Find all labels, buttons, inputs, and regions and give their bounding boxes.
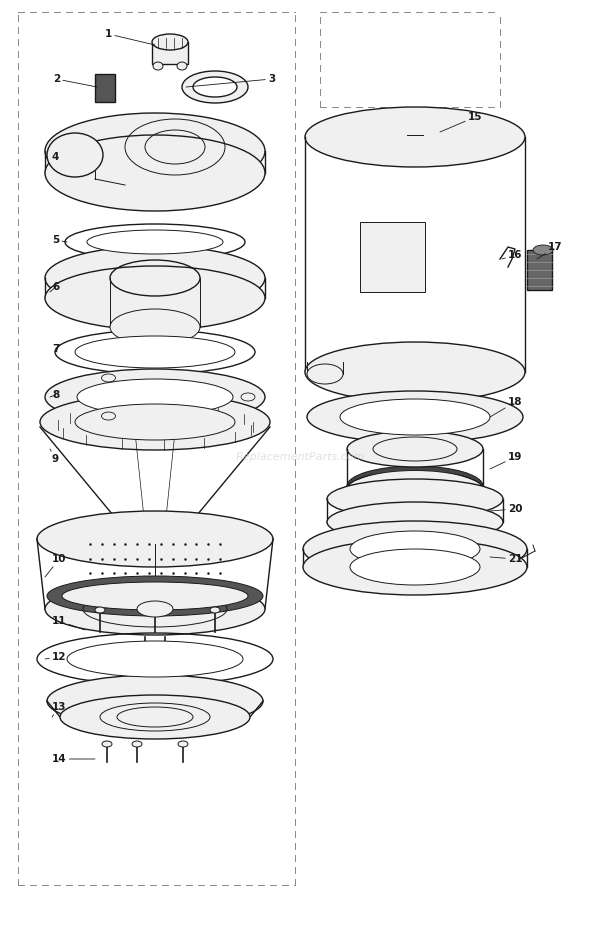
Ellipse shape bbox=[40, 394, 270, 450]
Ellipse shape bbox=[62, 582, 248, 610]
Bar bbox=[527, 250, 552, 290]
Ellipse shape bbox=[178, 741, 188, 747]
Ellipse shape bbox=[87, 230, 223, 254]
Text: 15: 15 bbox=[440, 112, 483, 132]
Text: 17: 17 bbox=[537, 242, 563, 259]
Text: 9: 9 bbox=[50, 449, 59, 464]
Text: 7: 7 bbox=[52, 344, 60, 354]
Ellipse shape bbox=[47, 576, 263, 616]
Text: 2: 2 bbox=[53, 74, 97, 87]
Text: 13: 13 bbox=[52, 702, 67, 717]
Ellipse shape bbox=[150, 607, 160, 613]
Text: 14: 14 bbox=[52, 754, 95, 764]
Ellipse shape bbox=[77, 379, 233, 415]
Ellipse shape bbox=[45, 266, 265, 330]
Ellipse shape bbox=[307, 391, 523, 443]
Ellipse shape bbox=[95, 607, 105, 613]
Ellipse shape bbox=[350, 549, 480, 585]
Ellipse shape bbox=[37, 511, 273, 567]
Ellipse shape bbox=[177, 62, 187, 70]
Ellipse shape bbox=[132, 741, 142, 747]
Ellipse shape bbox=[67, 641, 243, 677]
Ellipse shape bbox=[117, 707, 193, 727]
Text: 16: 16 bbox=[502, 250, 523, 260]
Text: 6: 6 bbox=[50, 282, 59, 292]
Ellipse shape bbox=[355, 471, 475, 501]
Text: 12: 12 bbox=[45, 652, 67, 662]
Text: 1: 1 bbox=[105, 29, 155, 45]
Ellipse shape bbox=[75, 336, 235, 368]
Ellipse shape bbox=[102, 741, 112, 747]
Ellipse shape bbox=[153, 62, 163, 70]
Ellipse shape bbox=[193, 77, 237, 97]
Ellipse shape bbox=[47, 133, 103, 177]
Ellipse shape bbox=[45, 135, 265, 211]
Ellipse shape bbox=[127, 525, 183, 549]
Text: 19: 19 bbox=[490, 452, 522, 469]
Ellipse shape bbox=[327, 502, 503, 542]
Ellipse shape bbox=[533, 245, 553, 255]
Ellipse shape bbox=[45, 113, 265, 189]
Ellipse shape bbox=[60, 695, 250, 739]
Ellipse shape bbox=[347, 471, 483, 507]
Ellipse shape bbox=[45, 369, 265, 425]
Text: 11: 11 bbox=[52, 616, 85, 630]
Text: 5: 5 bbox=[52, 235, 67, 245]
Ellipse shape bbox=[75, 404, 235, 440]
Text: 4: 4 bbox=[50, 152, 60, 165]
Ellipse shape bbox=[305, 342, 525, 402]
Ellipse shape bbox=[303, 521, 527, 577]
Text: 10: 10 bbox=[45, 554, 67, 577]
Text: 18: 18 bbox=[490, 397, 523, 417]
Text: 20: 20 bbox=[490, 504, 523, 514]
Ellipse shape bbox=[347, 466, 483, 506]
Bar bbox=[152, 42, 188, 64]
Ellipse shape bbox=[347, 431, 483, 467]
Ellipse shape bbox=[47, 675, 263, 727]
Ellipse shape bbox=[110, 309, 200, 345]
Text: ReplacementParts.com: ReplacementParts.com bbox=[235, 452, 365, 462]
Text: 8: 8 bbox=[50, 390, 59, 400]
Ellipse shape bbox=[152, 34, 188, 50]
Ellipse shape bbox=[45, 583, 265, 635]
Ellipse shape bbox=[340, 399, 490, 435]
Text: 21: 21 bbox=[490, 554, 523, 564]
Bar bbox=[360, 222, 425, 292]
Ellipse shape bbox=[307, 364, 343, 384]
Ellipse shape bbox=[305, 107, 525, 167]
Ellipse shape bbox=[350, 531, 480, 567]
Text: 3: 3 bbox=[186, 74, 276, 87]
Ellipse shape bbox=[182, 71, 248, 103]
Ellipse shape bbox=[137, 601, 173, 617]
Ellipse shape bbox=[327, 479, 503, 519]
Ellipse shape bbox=[303, 539, 527, 595]
Ellipse shape bbox=[45, 246, 265, 310]
Bar bbox=[95, 74, 115, 102]
Ellipse shape bbox=[210, 607, 220, 613]
